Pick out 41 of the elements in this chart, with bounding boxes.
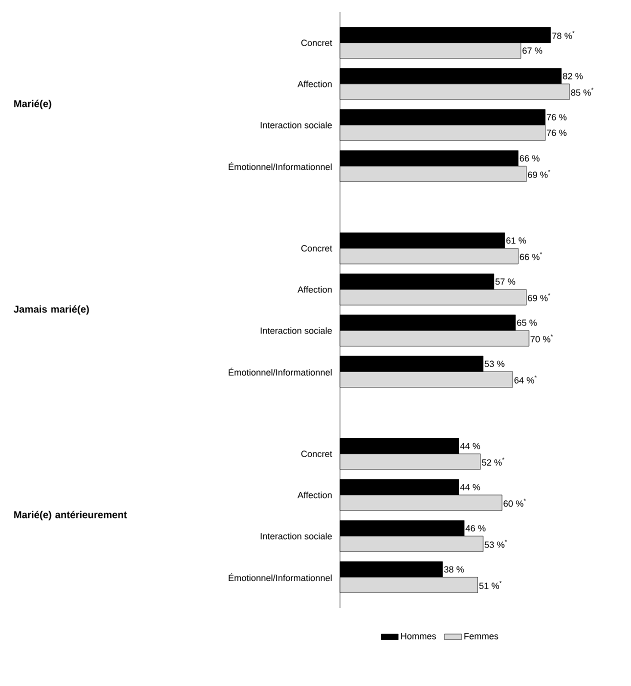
- y-tick-label: Interaction sociale: [260, 122, 332, 128]
- y-tick-label: Affection: [298, 492, 332, 498]
- y-tick-label: Affection: [298, 286, 332, 293]
- data-label: 69 %$^{*}$: [528, 293, 550, 302]
- y-tick-label: Concret: [301, 40, 332, 46]
- data-label: 76 %: [546, 114, 567, 120]
- data-label: 51 %$^{*}$: [479, 580, 502, 589]
- data-label: 70 %$^{*}$: [530, 334, 553, 342]
- data-label: 64 %$^{*}$: [514, 375, 537, 384]
- y-tick-label: Concret: [301, 245, 332, 252]
- data-label: 65 %: [517, 320, 537, 326]
- text: Marié(e): [14, 100, 52, 110]
- data-label: 76 %: [546, 130, 567, 136]
- y-tick-label: Interaction sociale: [260, 327, 332, 334]
- data-label: 52 %$^{*}$: [482, 458, 504, 466]
- legend-label: Hommes: [401, 633, 436, 640]
- y-tick-label: Affection: [298, 80, 332, 88]
- data-label: 44 %: [460, 484, 480, 490]
- data-label: 85 %$^{*}$: [571, 88, 594, 96]
- data-label: 66 %: [520, 155, 540, 162]
- data-label: 61 %: [506, 237, 526, 244]
- y-tick-label: Interaction sociale: [260, 532, 332, 540]
- data-label: 60 %$^{*}$: [504, 498, 526, 507]
- text: Jamais marié(e): [14, 305, 89, 315]
- data-label: 66 %$^{*}$: [520, 252, 542, 260]
- data-label: 53 %: [484, 360, 504, 368]
- data-label: 69 %$^{*}$: [528, 170, 550, 178]
- y-tick-label: Émotionnel/Informationnel: [228, 573, 332, 582]
- data-label: 46 %: [466, 525, 486, 532]
- y-tick-label: Émotionnel/Informationnel: [228, 162, 332, 170]
- data-label: 57 %: [495, 278, 516, 285]
- data-label: 44 %: [460, 442, 480, 450]
- legend-label: Femmes: [464, 633, 498, 640]
- data-label: 38 %: [444, 566, 464, 573]
- data-label: 53 %$^{*}$: [484, 540, 507, 548]
- y-tick-label: Émotionnel/Informationnel: [228, 368, 332, 376]
- text: Marié(e) antérieurement: [14, 510, 127, 520]
- data-label: 78 %$^{*}$: [552, 31, 574, 40]
- data-label: 82 %: [562, 72, 583, 80]
- data-label: 67 %: [522, 47, 542, 54]
- y-tick-label: Concret: [301, 450, 332, 458]
